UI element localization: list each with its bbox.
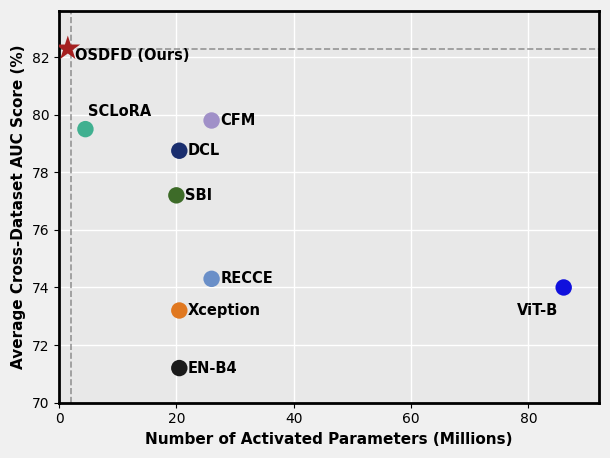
Text: ViT-B: ViT-B <box>517 303 558 318</box>
Text: OSDFD (Ours): OSDFD (Ours) <box>75 48 189 63</box>
Point <box>63 45 73 52</box>
Point <box>207 117 217 124</box>
Point <box>174 147 184 154</box>
Point <box>171 192 181 199</box>
Point <box>81 125 90 133</box>
Point <box>174 307 184 314</box>
Y-axis label: Average Cross-Dataset AUC Score (%): Average Cross-Dataset AUC Score (%) <box>11 44 26 369</box>
Point <box>559 284 569 291</box>
Text: EN-B4: EN-B4 <box>188 360 238 376</box>
Text: SBI: SBI <box>185 188 212 203</box>
Text: CFM: CFM <box>220 113 256 128</box>
Point <box>174 365 184 372</box>
Text: DCL: DCL <box>188 143 220 158</box>
X-axis label: Number of Activated Parameters (Millions): Number of Activated Parameters (Millions… <box>145 432 512 447</box>
Text: RECCE: RECCE <box>220 271 273 286</box>
Text: Xception: Xception <box>188 303 261 318</box>
Point <box>207 275 217 283</box>
Text: SCLoRA: SCLoRA <box>88 104 152 119</box>
